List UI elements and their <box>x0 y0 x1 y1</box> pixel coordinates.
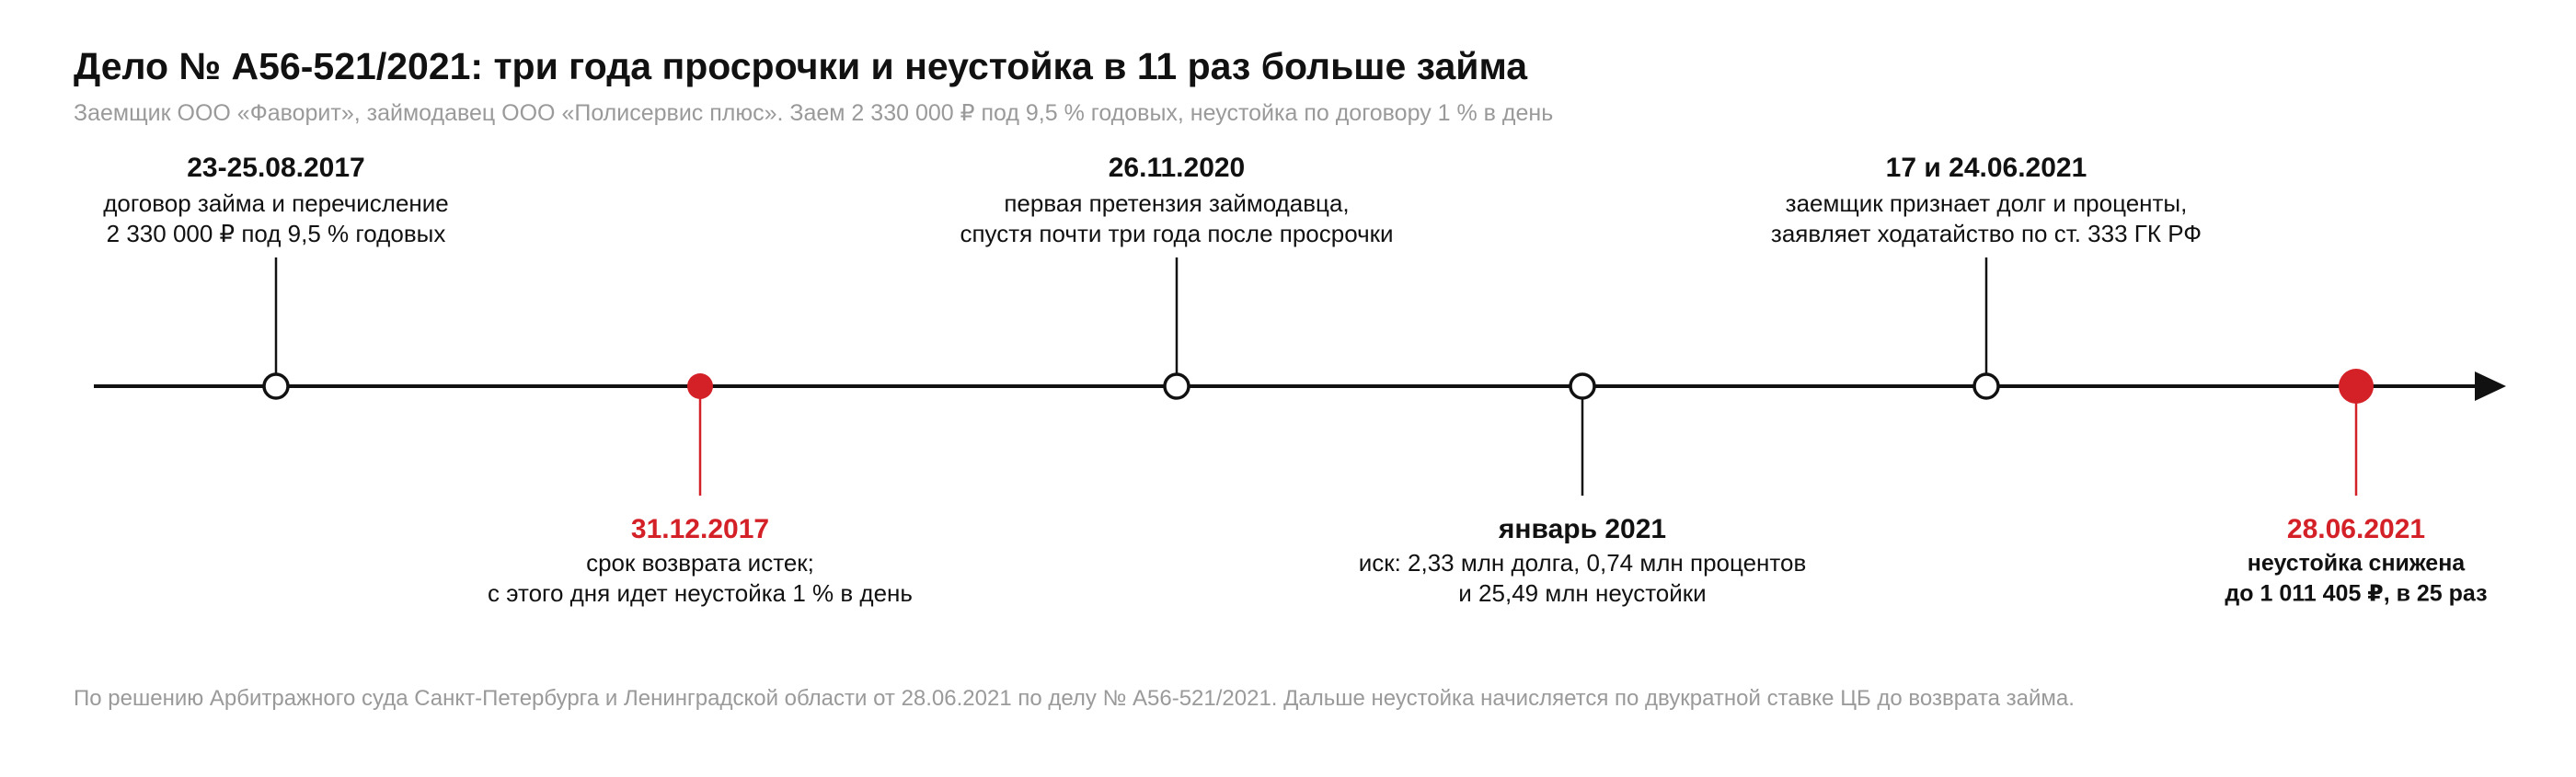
marker <box>1163 372 1190 400</box>
event-description: и 25,49 млн неустойки <box>1458 579 1706 607</box>
event-description: договор займа и перечисление <box>103 189 449 217</box>
event-description: иск: 2,33 млн долга, 0,74 млн процентов <box>1359 549 1807 577</box>
event-description: до 1 011 405 ₽, в 25 раз <box>2225 581 2487 607</box>
marker <box>687 373 713 399</box>
event-date: 28.06.2021 <box>2287 514 2425 544</box>
event-date: 31.12.2017 <box>631 514 769 544</box>
event-date: январь 2021 <box>1498 514 1666 544</box>
event-description: спустя почти три года после просрочки <box>960 220 1393 247</box>
event-date: 23-25.08.2017 <box>187 153 365 183</box>
event-description: срок возврата истек; <box>586 549 814 577</box>
footer: По решению Арбитражного суда Санкт-Петер… <box>74 686 2075 711</box>
marker <box>1972 372 2000 400</box>
title: Дело № А56-521/2021: три года просрочки … <box>74 45 1528 87</box>
events: 23-25.08.2017 договор займа и перечислени… <box>103 153 2487 607</box>
event-date: 26.11.2020 <box>1109 153 1246 183</box>
event-description: с этого дня идет неустойка 1 % в день <box>488 579 913 607</box>
axis-arrow <box>2475 371 2506 401</box>
event-date: 17 и 24.06.2021 <box>1886 153 2087 183</box>
event-description: неустойка снижена <box>2248 551 2467 577</box>
marker <box>262 372 290 400</box>
event-description: первая претензия займодавца, <box>1004 189 1349 217</box>
event-description: заявляет ходатайство по ст. 333 ГК РФ <box>1771 220 2202 247</box>
event-description: заемщик признает долг и проценты, <box>1786 189 2188 217</box>
event-description: 2 330 000 ₽ под 9,5 % годовых <box>107 220 446 247</box>
marker <box>2339 369 2374 404</box>
marker <box>1569 372 1596 400</box>
subtitle: Заемщик ООО «Фаворит», займодавец ООО «П… <box>74 100 1553 126</box>
